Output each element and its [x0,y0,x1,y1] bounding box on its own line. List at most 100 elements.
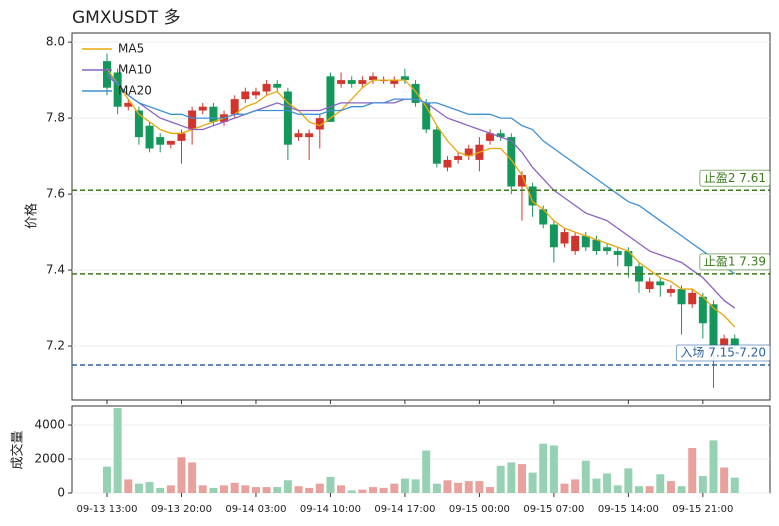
candle-body [411,83,420,103]
candle-body [273,83,282,88]
volume-bar [624,468,633,493]
volume-bar [666,481,675,493]
candle-body [603,247,612,252]
candle-body [262,83,271,92]
volume-bar [528,472,537,493]
volume-bar [581,460,590,493]
y-tick-label: 7.6 [46,187,65,201]
y-tick-label: 2000 [34,452,65,466]
candle-body [571,235,580,252]
volume-bar [411,479,420,493]
candle-body [230,99,239,115]
candle-body [315,118,324,130]
candle-body [103,61,111,88]
volume-bar [347,490,356,493]
candle-body [177,133,186,141]
candle-body [720,338,729,347]
candle-body [422,102,431,130]
candle-body [560,232,569,244]
volume-bar [209,487,218,493]
y-tick-label: 7.2 [46,339,65,353]
candle-body [283,91,292,145]
volume-bar [635,486,643,493]
volume-bar [305,487,314,493]
volume-frame [71,405,771,494]
candle-body [688,292,697,305]
volume-bar [230,482,239,493]
candle-body [241,91,250,100]
candle-body [613,251,622,255]
y-axis-label: 价格 [24,203,40,229]
volume-axis-label: 成交量 [10,430,26,469]
volume-bar [326,476,335,493]
volume-bar [496,465,505,493]
x-tick-label: 09-14 03:00 [225,504,286,515]
x-tick-label: 09-13 20:00 [151,504,212,515]
volume-bar [369,487,377,493]
volume-bar [400,478,409,493]
candle-body [464,148,473,157]
candle-body [507,137,516,187]
level-label: 止盈2 7.61 [704,171,766,185]
volume-bar [358,489,367,493]
volume-bar [720,467,729,493]
volume-bar [603,473,612,493]
volume-bar [517,464,526,493]
candle-body [539,209,548,225]
candle-body [188,110,197,130]
volume-bar [560,483,569,493]
volume-bar [262,487,271,493]
volume-bar [188,462,197,493]
volume-bar [730,477,739,493]
volume-bar [241,485,250,493]
candle-body [454,156,463,160]
candle-body [166,140,175,145]
x-tick-label: 09-15 00:00 [449,504,510,515]
ma-line [106,68,736,328]
candle-body [305,133,314,138]
y-tick-label: 0 [57,486,65,500]
x-tick-label: 09-13 13:00 [76,504,137,515]
volume-bar [432,483,441,493]
candle-body [486,133,495,141]
x-tick-label: 09-15 07:00 [523,504,584,515]
y-tick-label: 7.8 [46,111,65,125]
legend-label: MA10 [118,63,152,77]
volume-bar [613,485,622,493]
x-tick-label: 09-14 17:00 [374,504,435,515]
candle-body [656,281,665,286]
volume-bar [379,487,388,493]
candle-body [528,186,537,206]
candle-body [517,175,526,187]
volume-bar [315,483,324,493]
volume-bar [337,485,346,493]
volume-bar [390,483,399,493]
volume-bar [294,486,303,493]
volume-bar [177,457,186,493]
volume-bar [443,480,452,493]
volume-bar [645,486,654,493]
candle-body [358,80,367,84]
y-tick-label: 8.0 [46,35,65,49]
volume-bar [124,479,133,493]
volume-bar [464,481,473,493]
volume-bar [166,485,175,493]
candle-body [432,129,441,164]
volume-bar [145,481,154,493]
volume-bar [549,445,558,493]
candle-body [496,133,505,138]
x-tick-label: 09-15 14:00 [598,504,659,515]
candle-body [624,251,633,267]
candle-body [400,76,409,81]
volume-bar [283,480,292,493]
candle-body [390,80,399,84]
candle-body [251,91,260,96]
candle-body [549,224,558,248]
candle-body [113,72,122,107]
legend-label: MA20 [118,84,152,98]
level-label-box [699,253,771,271]
volume-bar [113,408,122,493]
candle-body [347,80,356,84]
candle-body [730,338,739,347]
candle-body [145,125,154,149]
